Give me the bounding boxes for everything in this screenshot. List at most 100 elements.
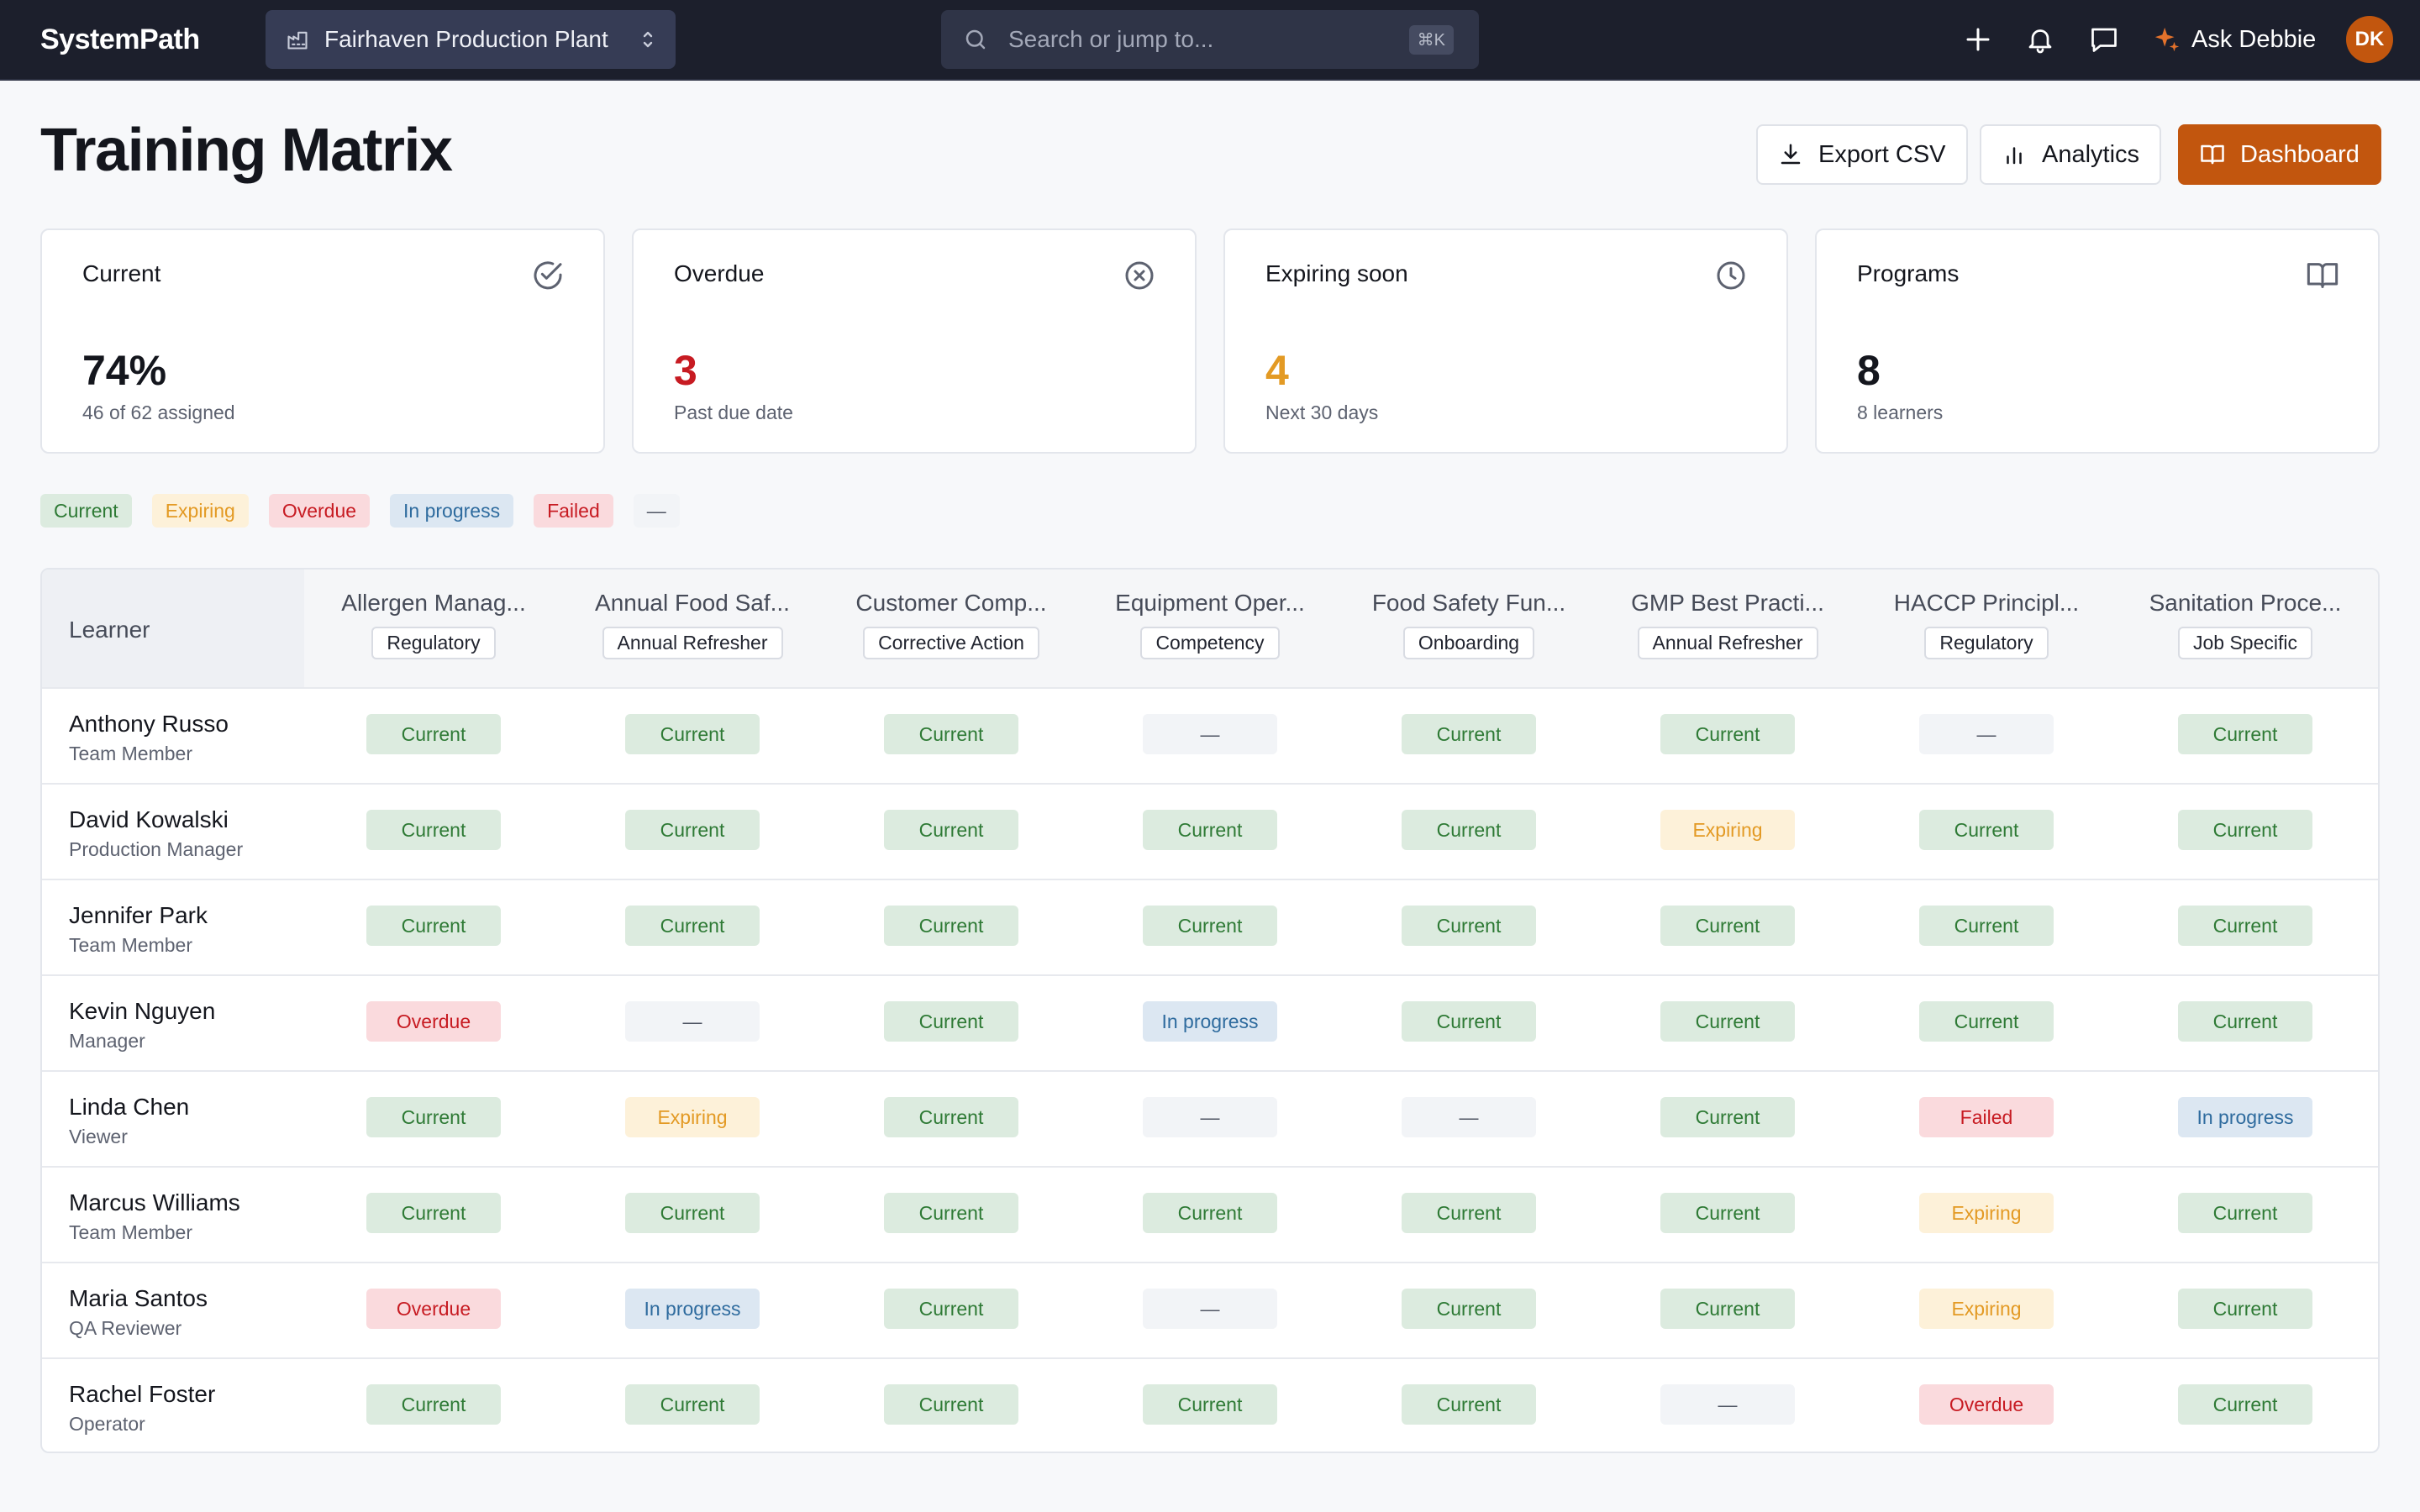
program-column-header[interactable]: Sanitation Proce... Job Specific xyxy=(2116,570,2375,687)
plant-selector[interactable]: Fairhaven Production Plant xyxy=(266,10,676,69)
status-badge[interactable]: Current xyxy=(2178,1193,2312,1233)
ask-debbie-button[interactable]: Ask Debbie xyxy=(2153,18,2316,60)
table-row[interactable]: Rachel Foster Operator Current Current Curre… xyxy=(42,1357,2378,1452)
learner-name[interactable]: Marcus Williams xyxy=(69,1189,240,1215)
status-badge[interactable]: — xyxy=(1402,1097,1536,1137)
status-badge[interactable]: Current xyxy=(1143,810,1277,850)
status-badge[interactable]: Failed xyxy=(1919,1097,2054,1137)
status-badge[interactable]: Current xyxy=(1402,714,1536,754)
status-badge[interactable]: Current xyxy=(1919,810,2054,850)
status-badge[interactable]: Current xyxy=(366,906,501,946)
program-column-header[interactable]: Customer Comp... Corrective Action xyxy=(822,570,1081,687)
status-badge[interactable]: Current xyxy=(884,1097,1018,1137)
status-badge[interactable]: Current xyxy=(1402,1193,1536,1233)
status-badge[interactable]: — xyxy=(1143,1097,1277,1137)
program-column-header[interactable]: HACCP Principl... Regulatory xyxy=(1857,570,2116,687)
status-badge[interactable]: — xyxy=(1143,1289,1277,1329)
search-bar[interactable]: ⌘K xyxy=(941,10,1479,69)
status-badge[interactable]: Current xyxy=(884,1001,1018,1042)
status-badge[interactable]: Current xyxy=(884,906,1018,946)
status-badge[interactable]: Current xyxy=(1402,1384,1536,1425)
status-badge[interactable]: Current xyxy=(884,1384,1018,1425)
status-badge[interactable]: Current xyxy=(1402,1289,1536,1329)
learner-name[interactable]: Rachel Foster xyxy=(69,1381,216,1407)
status-badge[interactable]: Current xyxy=(625,810,760,850)
status-badge[interactable]: Current xyxy=(1143,906,1277,946)
status-badge[interactable]: Overdue xyxy=(366,1289,501,1329)
program-column-header[interactable]: Food Safety Fun... Onboarding xyxy=(1339,570,1598,687)
status-badge[interactable]: Current xyxy=(1660,1097,1795,1137)
status-badge[interactable]: Current xyxy=(366,1193,501,1233)
learner-name[interactable]: Maria Santos xyxy=(69,1285,208,1311)
status-badge[interactable]: In progress xyxy=(625,1289,760,1329)
status-badge[interactable]: — xyxy=(1660,1384,1795,1425)
chat-icon[interactable] xyxy=(2089,24,2119,55)
avatar[interactable]: DK xyxy=(2346,16,2393,63)
status-badge[interactable]: Current xyxy=(1660,906,1795,946)
table-row[interactable]: Linda Chen Viewer Current Expiring Current — —… xyxy=(42,1070,2378,1168)
learner-name[interactable]: Anthony Russo xyxy=(69,711,229,737)
dashboard-button[interactable]: Dashboard xyxy=(2178,124,2381,185)
status-badge[interactable]: Current xyxy=(625,906,760,946)
status-badge[interactable]: Expiring xyxy=(1660,810,1795,850)
status-badge[interactable]: Expiring xyxy=(625,1097,760,1137)
status-badge[interactable]: Current xyxy=(2178,906,2312,946)
status-badge[interactable]: Current xyxy=(2178,714,2312,754)
table-row[interactable]: Maria Santos QA Reviewer Overdue In progres… xyxy=(42,1262,2378,1359)
table-row[interactable]: Jennifer Park Team Member Current Current Cu… xyxy=(42,879,2378,976)
status-badge[interactable]: Overdue xyxy=(366,1001,501,1042)
learner-name[interactable]: Linda Chen xyxy=(69,1094,190,1120)
status-badge[interactable]: Expiring xyxy=(1919,1289,2054,1329)
learner-name[interactable]: Jennifer Park xyxy=(69,902,208,928)
program-column-header[interactable]: Annual Food Saf... Annual Refresher xyxy=(563,570,822,687)
status-badge[interactable]: Overdue xyxy=(1919,1384,2054,1425)
status-badge[interactable]: Current xyxy=(2178,810,2312,850)
program-column-header[interactable]: Equipment Oper... Competency xyxy=(1081,570,1339,687)
status-badge[interactable]: Current xyxy=(1660,1193,1795,1233)
status-badge[interactable]: Current xyxy=(1919,906,2054,946)
status-badge[interactable]: Current xyxy=(1143,1193,1277,1233)
status-badge[interactable]: Current xyxy=(625,1384,760,1425)
status-badge[interactable]: Current xyxy=(625,714,760,754)
status-badge[interactable]: Current xyxy=(625,1193,760,1233)
status-badge[interactable]: — xyxy=(1919,714,2054,754)
table-row[interactable]: Anthony Russo Team Member Current Current Cu… xyxy=(42,687,2378,785)
status-badge[interactable]: — xyxy=(1143,714,1277,754)
status-badge[interactable]: Current xyxy=(1660,1001,1795,1042)
status-badge[interactable]: Expiring xyxy=(1919,1193,2054,1233)
search-input[interactable] xyxy=(1007,25,1405,54)
app-logo[interactable]: SystemPath xyxy=(40,24,200,55)
status-badge[interactable]: Current xyxy=(1402,906,1536,946)
status-badge[interactable]: Current xyxy=(1143,1384,1277,1425)
analytics-button[interactable]: Analytics xyxy=(1980,124,2162,185)
table-row[interactable]: David Kowalski Production Manager Current C… xyxy=(42,783,2378,880)
status-badge[interactable]: Current xyxy=(884,1289,1018,1329)
status-badge[interactable]: In progress xyxy=(1143,1001,1277,1042)
status-badge[interactable]: Current xyxy=(2178,1289,2312,1329)
export-csv-button[interactable]: Export CSV xyxy=(1756,124,1968,185)
table-row[interactable]: Marcus Williams Team Member Current Current… xyxy=(42,1166,2378,1263)
table-row[interactable]: Kevin Nguyen Manager Overdue — Current In pro… xyxy=(42,974,2378,1072)
plus-icon[interactable] xyxy=(1963,24,1993,55)
bell-icon[interactable] xyxy=(2025,24,2055,55)
program-column-header[interactable]: GMP Best Practi... Annual Refresher xyxy=(1598,570,1857,687)
learner-name[interactable]: David Kowalski xyxy=(69,806,229,832)
status-badge[interactable]: Current xyxy=(1402,1001,1536,1042)
status-badge[interactable]: Current xyxy=(884,1193,1018,1233)
status-badge[interactable]: In progress xyxy=(2178,1097,2312,1137)
status-badge[interactable]: — xyxy=(625,1001,760,1042)
status-badge[interactable]: Current xyxy=(1919,1001,2054,1042)
status-badge[interactable]: Current xyxy=(884,810,1018,850)
status-badge[interactable]: Current xyxy=(366,714,501,754)
status-badge[interactable]: Current xyxy=(366,1384,501,1425)
learner-name[interactable]: Kevin Nguyen xyxy=(69,998,216,1024)
status-badge[interactable]: Current xyxy=(1660,714,1795,754)
status-badge[interactable]: Current xyxy=(366,810,501,850)
program-column-header[interactable]: Allergen Manag... Regulatory xyxy=(304,570,563,687)
status-badge[interactable]: Current xyxy=(366,1097,501,1137)
status-badge[interactable]: Current xyxy=(1660,1289,1795,1329)
status-badge[interactable]: Current xyxy=(884,714,1018,754)
status-badge[interactable]: Current xyxy=(2178,1384,2312,1425)
status-badge[interactable]: Current xyxy=(2178,1001,2312,1042)
status-badge[interactable]: Current xyxy=(1402,810,1536,850)
